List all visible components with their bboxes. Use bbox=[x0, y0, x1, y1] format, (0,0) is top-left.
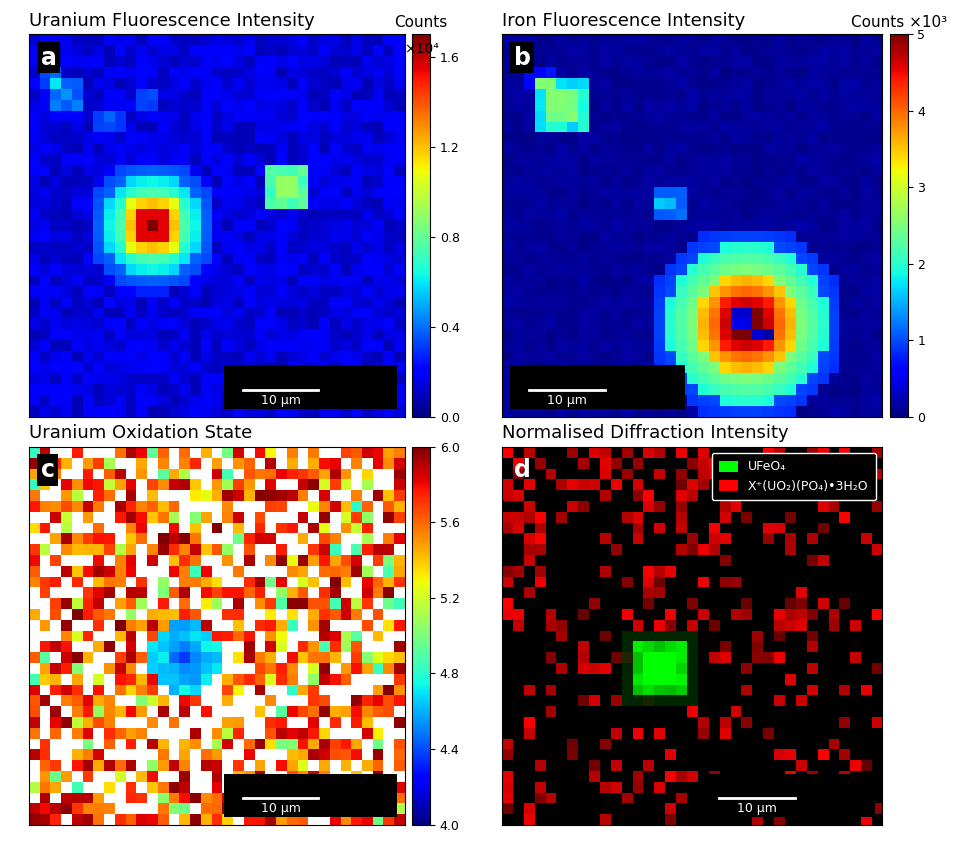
Text: Uranium Oxidation State: Uranium Oxidation State bbox=[29, 424, 253, 442]
Text: 10 μm: 10 μm bbox=[547, 394, 587, 407]
Text: c: c bbox=[41, 458, 55, 482]
Text: Normalised Diffraction Intensity: Normalised Diffraction Intensity bbox=[502, 424, 789, 442]
Text: Counts: Counts bbox=[395, 15, 448, 30]
Text: Iron Fluorescence Intensity: Iron Fluorescence Intensity bbox=[502, 12, 745, 30]
Text: 10 μm: 10 μm bbox=[261, 802, 300, 815]
Text: d: d bbox=[514, 458, 530, 482]
Bar bbox=[700, 774, 875, 817]
Text: a: a bbox=[41, 46, 57, 70]
Text: 10 μm: 10 μm bbox=[261, 394, 300, 407]
Bar bbox=[510, 365, 684, 409]
Text: Counts ×10³: Counts ×10³ bbox=[851, 15, 947, 30]
Text: 10 μm: 10 μm bbox=[737, 802, 777, 815]
Legend: UFeO₄, X⁺(UO₂)(PO₄)•3H₂O: UFeO₄, X⁺(UO₂)(PO₄)•3H₂O bbox=[712, 453, 877, 500]
Text: ×10⁴: ×10⁴ bbox=[404, 42, 439, 56]
Text: Uranium Fluorescence Intensity: Uranium Fluorescence Intensity bbox=[29, 12, 315, 30]
Bar bbox=[224, 774, 397, 817]
Text: b: b bbox=[514, 46, 530, 70]
Bar bbox=[224, 365, 397, 409]
